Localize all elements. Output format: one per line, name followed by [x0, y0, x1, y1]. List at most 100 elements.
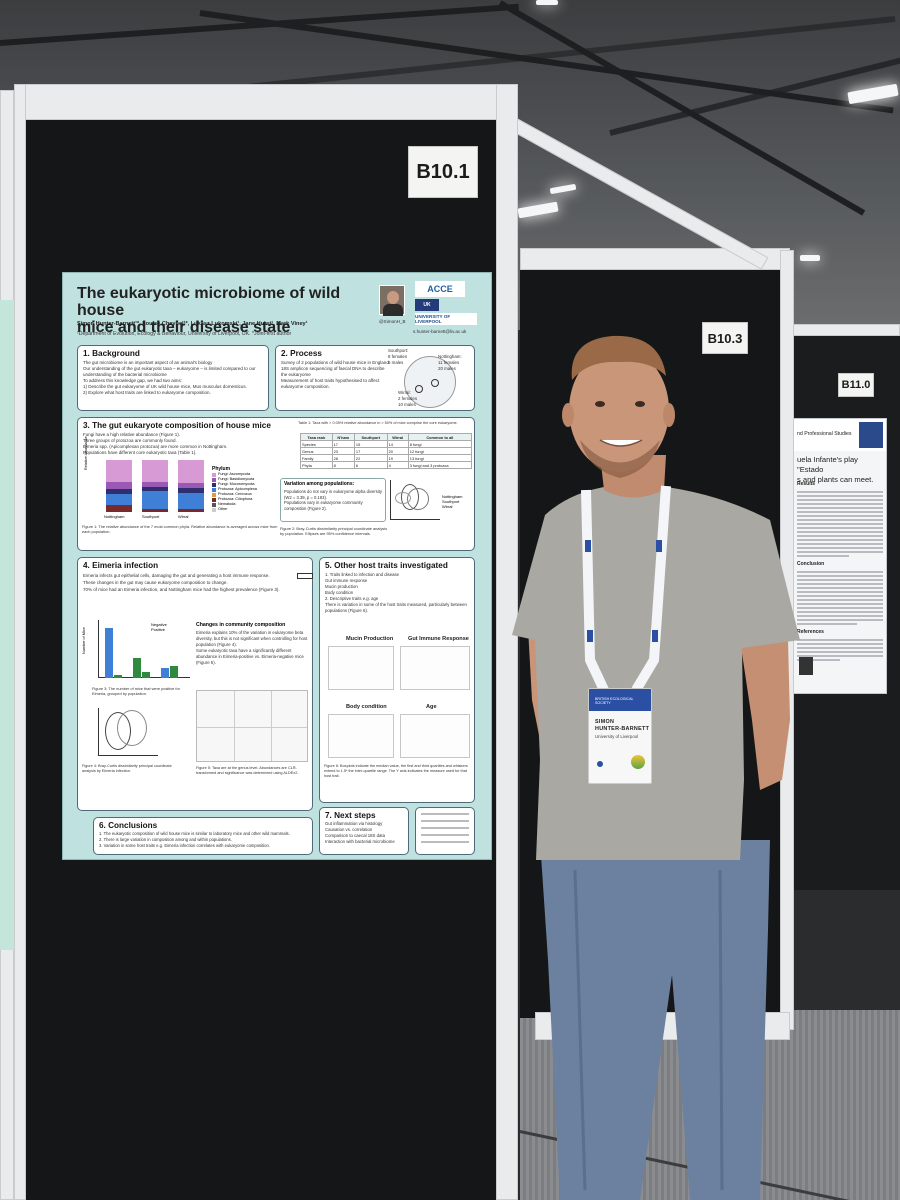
- wirral-count: Wirral: 2 females 10 males: [398, 390, 418, 407]
- figure-4-caption: Figure 4: Bray-Curtis dissimilarity prin…: [82, 764, 172, 773]
- ceiling-light: [536, 0, 558, 5]
- phylum-legend: Phylum Fungi: Ascomycota Fungi: Basidiomy…: [212, 466, 276, 512]
- bar-segment: [142, 487, 168, 492]
- section-text: 1. The eukaryotic composition of wild ho…: [99, 831, 290, 848]
- section-text: Gut inflammation via histology Causation…: [325, 821, 395, 844]
- university-crest-icon: [859, 422, 883, 448]
- legend-label: Fungi: Ascomycota: [218, 472, 251, 476]
- community-title: Changes in community composition: [196, 622, 286, 628]
- figure-5-caption: Figure 5: Taxa are at the genus level. A…: [196, 766, 299, 775]
- table-cell: 8: [331, 461, 355, 469]
- core-taxa-table: Taxa rank N'ham Southport Wirral Common to a…: [300, 433, 473, 469]
- legend-swatch: [212, 497, 216, 502]
- legend-item: Fungi: Ascomycota: [212, 472, 276, 477]
- legend-swatch: [212, 472, 216, 477]
- legend-swatch: [212, 482, 216, 487]
- figure-2-pcoa: [390, 480, 440, 520]
- poster-authors: Simon Hunter-Barnett¹*, Louise Cheynel¹*…: [77, 321, 308, 327]
- figure-3-chart: Negative Positive: [98, 620, 190, 678]
- right-eye: [635, 401, 645, 407]
- poster-title-line1: The eukaryotic microbiome of wild house: [77, 285, 341, 319]
- figure-1-chart: Relative Abundance Nottingham Southport …: [84, 436, 208, 520]
- variation-box: Variation among populations: Populations…: [280, 478, 386, 522]
- section-text: The gut microbiome is an important aspec…: [83, 360, 256, 395]
- section-text: Fungi have a high relative abundance (Fi…: [83, 432, 228, 455]
- neighbor-poster-results: Results: [797, 481, 816, 487]
- beard: [580, 440, 660, 478]
- bar-segment: [178, 460, 204, 483]
- legend-swatch: [212, 477, 216, 482]
- boxplot-immune: [400, 646, 470, 690]
- event-logo-icon: [631, 755, 645, 769]
- figure-1-caption: Figure 1: The relative abundance of the …: [82, 524, 278, 534]
- neighbor-poster-references: References: [797, 629, 824, 635]
- section-heading: 1. Background: [83, 349, 140, 358]
- legend-label: Protozoa: Ciliophora: [218, 497, 253, 501]
- legend-label: Fungi: Mucoromycota: [218, 482, 255, 486]
- section-heading: 4. Eimeria infection: [83, 561, 159, 570]
- author-photo: [379, 285, 405, 316]
- references-box: [415, 807, 475, 855]
- section-background: 1. Background The gut microbiome is an i…: [77, 345, 269, 411]
- neighbor-poster-photo: [799, 657, 813, 675]
- ukri-logo-icon: UK: [415, 299, 439, 311]
- face: [569, 348, 669, 472]
- bar-segment: [142, 460, 168, 482]
- neighbor-poster-text-block: [797, 491, 883, 559]
- ellipse: [117, 710, 147, 746]
- stacked-bar: [178, 460, 204, 512]
- plot-title-mucin: Mucin Production: [346, 636, 394, 642]
- table-cell: 3 fungi and 3 protozoa: [407, 461, 473, 469]
- boxplot-age: [400, 714, 470, 758]
- bar-segment: [106, 504, 132, 512]
- plot-title-immune: Gut Immune Response: [408, 636, 469, 642]
- badge-first-name: SIMON: [595, 719, 615, 725]
- badge-institution: University of Liverpool: [595, 734, 639, 739]
- figure-1-bars: [102, 460, 208, 512]
- nottingham-count: Nottingham: 11 females 20 males: [438, 354, 462, 371]
- category-label: Southport: [142, 514, 160, 519]
- legend-item: Wirral: [442, 504, 453, 509]
- section-text: 1. Traits linked to infection and diseas…: [325, 572, 467, 613]
- table-header-row: Taxa rank N'ham Southport Wirral Common to a…: [300, 433, 473, 441]
- ear: [562, 403, 574, 427]
- southport-count: Southport: 8 females 6 males: [388, 348, 409, 365]
- bar-segment: [178, 488, 204, 494]
- smile: [599, 439, 643, 447]
- poster-title-line2: mice and their disease state: [77, 319, 291, 336]
- category-label: Wirral: [178, 514, 189, 519]
- figure-5-panels: [196, 690, 308, 762]
- section-heading: 2. Process: [281, 349, 322, 358]
- neighbor-poster-conclusion: Conclusion: [797, 561, 825, 567]
- bar-segment: [106, 489, 132, 495]
- population-legend: Nottingham Southport Wirral: [442, 494, 462, 509]
- section-other-traits: 5. Other host traits investigated 1. Tra…: [319, 557, 475, 803]
- legend-label: Other: [218, 507, 228, 511]
- bar-segment: [178, 482, 204, 489]
- legend-item: Fungi: Mucoromycota: [212, 482, 276, 487]
- bar: [161, 667, 169, 678]
- name-badge: BRITISH ECOLOGICAL SOCIETY SIMON HUNTER-…: [588, 688, 652, 784]
- legend-swatch: [212, 507, 216, 512]
- boxplot-body: [328, 714, 394, 758]
- bar-segment: [142, 481, 168, 488]
- legend-label: Nematoda: [218, 502, 236, 506]
- uk-map-icon: [404, 356, 456, 408]
- neighbor-poster-header-text: nd Professional Studies: [797, 431, 852, 437]
- neighbor-poster-text-block: [797, 571, 883, 627]
- legend-item: Protozoa: Ciliophora: [212, 497, 276, 502]
- figure-3-bars: [99, 620, 191, 678]
- bar-segment: [106, 481, 132, 490]
- figure-6-caption: Figure 6: Boxplots indicate the median v…: [324, 764, 468, 778]
- boxplot-mucin: [328, 646, 394, 690]
- jeans: [540, 840, 770, 1200]
- legend-label: Protozoa: Apicomplexa: [218, 487, 257, 491]
- section-composition: 3. The gut eukaryote composition of hous…: [77, 417, 475, 551]
- legend-swatch: [212, 492, 216, 497]
- legend-item: Nottingham: [442, 494, 463, 499]
- badge-org: BRITISH ECOLOGICAL SOCIETY: [595, 697, 634, 705]
- ellipse: [395, 492, 411, 504]
- community-text: Eimeria explains 10% of the variation in…: [196, 630, 308, 665]
- acce-logo: ACCE: [415, 281, 465, 297]
